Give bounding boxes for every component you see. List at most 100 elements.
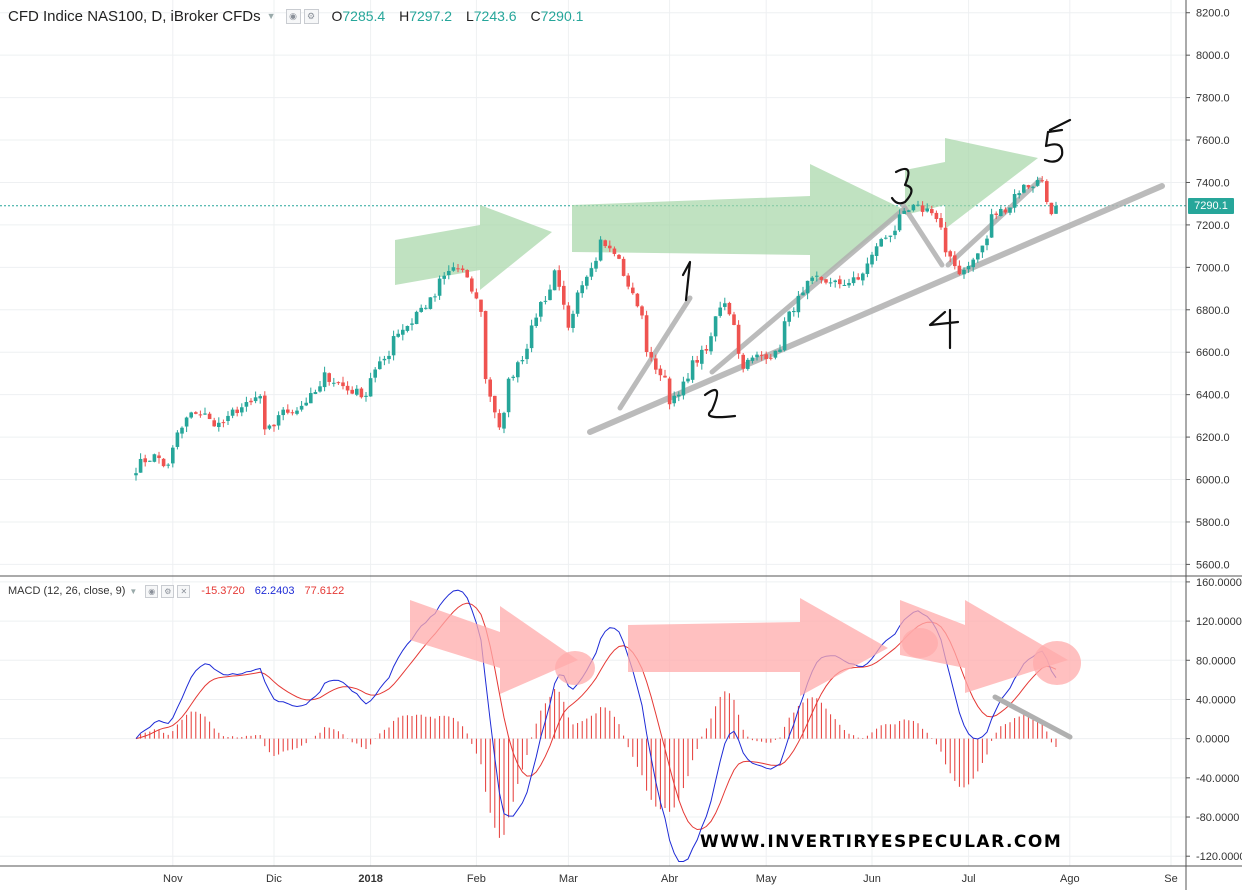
symbol-title[interactable]: CFD Indice NAS100, D, iBroker CFDs — [8, 7, 261, 25]
candle-body — [1040, 180, 1044, 182]
candle-body — [700, 349, 704, 364]
watermark: WWW.INVERTIRYESPECULAR.COM — [700, 832, 1063, 852]
candle-body — [488, 379, 492, 397]
candle-body — [718, 307, 722, 316]
candle-body — [355, 388, 359, 395]
green-trend-arrow — [905, 138, 1038, 229]
candle-body — [322, 372, 327, 388]
candle-body — [658, 368, 663, 376]
settings-icon[interactable]: ⚙ — [161, 584, 175, 598]
candle-body — [736, 324, 741, 354]
candle-body — [313, 392, 318, 394]
time-axis-tick: Abr — [661, 873, 678, 885]
price-axis-tick: 6600.0 — [1196, 347, 1230, 359]
wave-label-3 — [890, 167, 913, 205]
candle-body — [603, 240, 607, 247]
candle-body — [286, 409, 290, 413]
candle-body — [226, 415, 230, 422]
candle-body — [580, 285, 584, 294]
candle-body — [962, 269, 966, 275]
candle-body — [635, 293, 640, 307]
macd-axis-tick: 160.0000 — [1196, 577, 1242, 589]
price-axis-tick: 7600.0 — [1196, 135, 1230, 147]
candle-body — [382, 358, 387, 361]
candle-body — [171, 447, 175, 464]
candle-body — [585, 276, 589, 286]
candle-body — [479, 299, 483, 312]
candle-body — [166, 464, 170, 466]
candle-body — [833, 280, 837, 283]
candle-body — [267, 425, 272, 429]
candle-body — [1008, 207, 1012, 213]
chevron-down-icon[interactable]: ▼ — [266, 11, 276, 21]
high-value: 7297.2 — [409, 8, 453, 24]
trendline — [900, 202, 945, 268]
candle-body — [511, 376, 515, 378]
macd-title[interactable]: MACD (12, 26, close, 9) — [8, 585, 126, 597]
wave-label-2 — [703, 388, 737, 419]
candle-body — [842, 284, 847, 286]
candle-body — [695, 360, 699, 363]
candle-body — [870, 254, 874, 265]
candle-body — [557, 270, 561, 287]
candle-body — [240, 407, 244, 413]
candle-body — [552, 270, 557, 291]
candle-body — [907, 210, 911, 212]
candle-body — [723, 303, 727, 307]
candle-body — [713, 316, 718, 337]
time-axis-tick: Mar — [559, 873, 578, 885]
price-axis-tick: 7400.0 — [1196, 177, 1230, 189]
candle-body — [865, 263, 870, 274]
candle-body — [989, 214, 994, 238]
candle-body — [460, 268, 465, 270]
candle-body — [506, 378, 511, 413]
candle-body — [755, 354, 759, 358]
candle-body — [299, 405, 304, 410]
green-trend-arrow — [572, 164, 905, 287]
chevron-down-icon[interactable]: ▼ — [129, 586, 138, 596]
close-icon[interactable]: ✕ — [177, 584, 191, 598]
candle-body — [465, 269, 469, 278]
candle-body — [539, 302, 543, 317]
candle-body — [677, 394, 681, 397]
last-price-tag: 7290.1 — [1188, 198, 1234, 214]
macd-axis-tick: 0.0000 — [1196, 734, 1230, 746]
candle-body — [520, 360, 525, 362]
candle-body — [667, 378, 672, 405]
candle-body — [686, 378, 690, 382]
candle-body — [373, 369, 377, 378]
macd-histogram-value: -15.3720 — [201, 585, 245, 597]
candle-body — [764, 354, 768, 360]
candle-body — [428, 297, 433, 309]
candle-body — [235, 409, 239, 414]
candle-body — [391, 336, 396, 356]
candle-body — [608, 245, 612, 249]
candle-body — [810, 277, 814, 281]
settings-icon[interactable]: ⚙ — [303, 8, 319, 24]
candle-body — [769, 357, 773, 359]
candle-body — [930, 209, 934, 214]
candle-body — [1012, 194, 1017, 208]
candle-body — [801, 292, 805, 296]
candle-body — [861, 273, 865, 281]
candle-body — [681, 381, 686, 396]
trendline — [945, 177, 1043, 268]
time-axis-tick: Nov — [163, 873, 183, 885]
low-value: 7243.6 — [473, 8, 517, 24]
candle-body — [502, 412, 506, 429]
candle-body — [976, 253, 980, 260]
candle-body — [1017, 193, 1021, 196]
price-axis-tick: 7000.0 — [1196, 262, 1230, 274]
eye-icon[interactable]: ◉ — [145, 584, 159, 598]
candle-body — [198, 414, 203, 416]
ohlc-readout: O7285.4 H7297.2 L7243.6 C7290.1 — [331, 8, 584, 24]
annotation-layer-front — [410, 118, 1081, 740]
candle-body — [263, 395, 267, 430]
candle-body — [709, 336, 713, 352]
eye-icon[interactable]: ◉ — [285, 8, 301, 24]
price-axis-tick: 8000.0 — [1196, 50, 1230, 62]
highlight-circle — [555, 651, 595, 685]
price-axis-tick: 8200.0 — [1196, 8, 1230, 20]
candle-body — [350, 389, 354, 394]
